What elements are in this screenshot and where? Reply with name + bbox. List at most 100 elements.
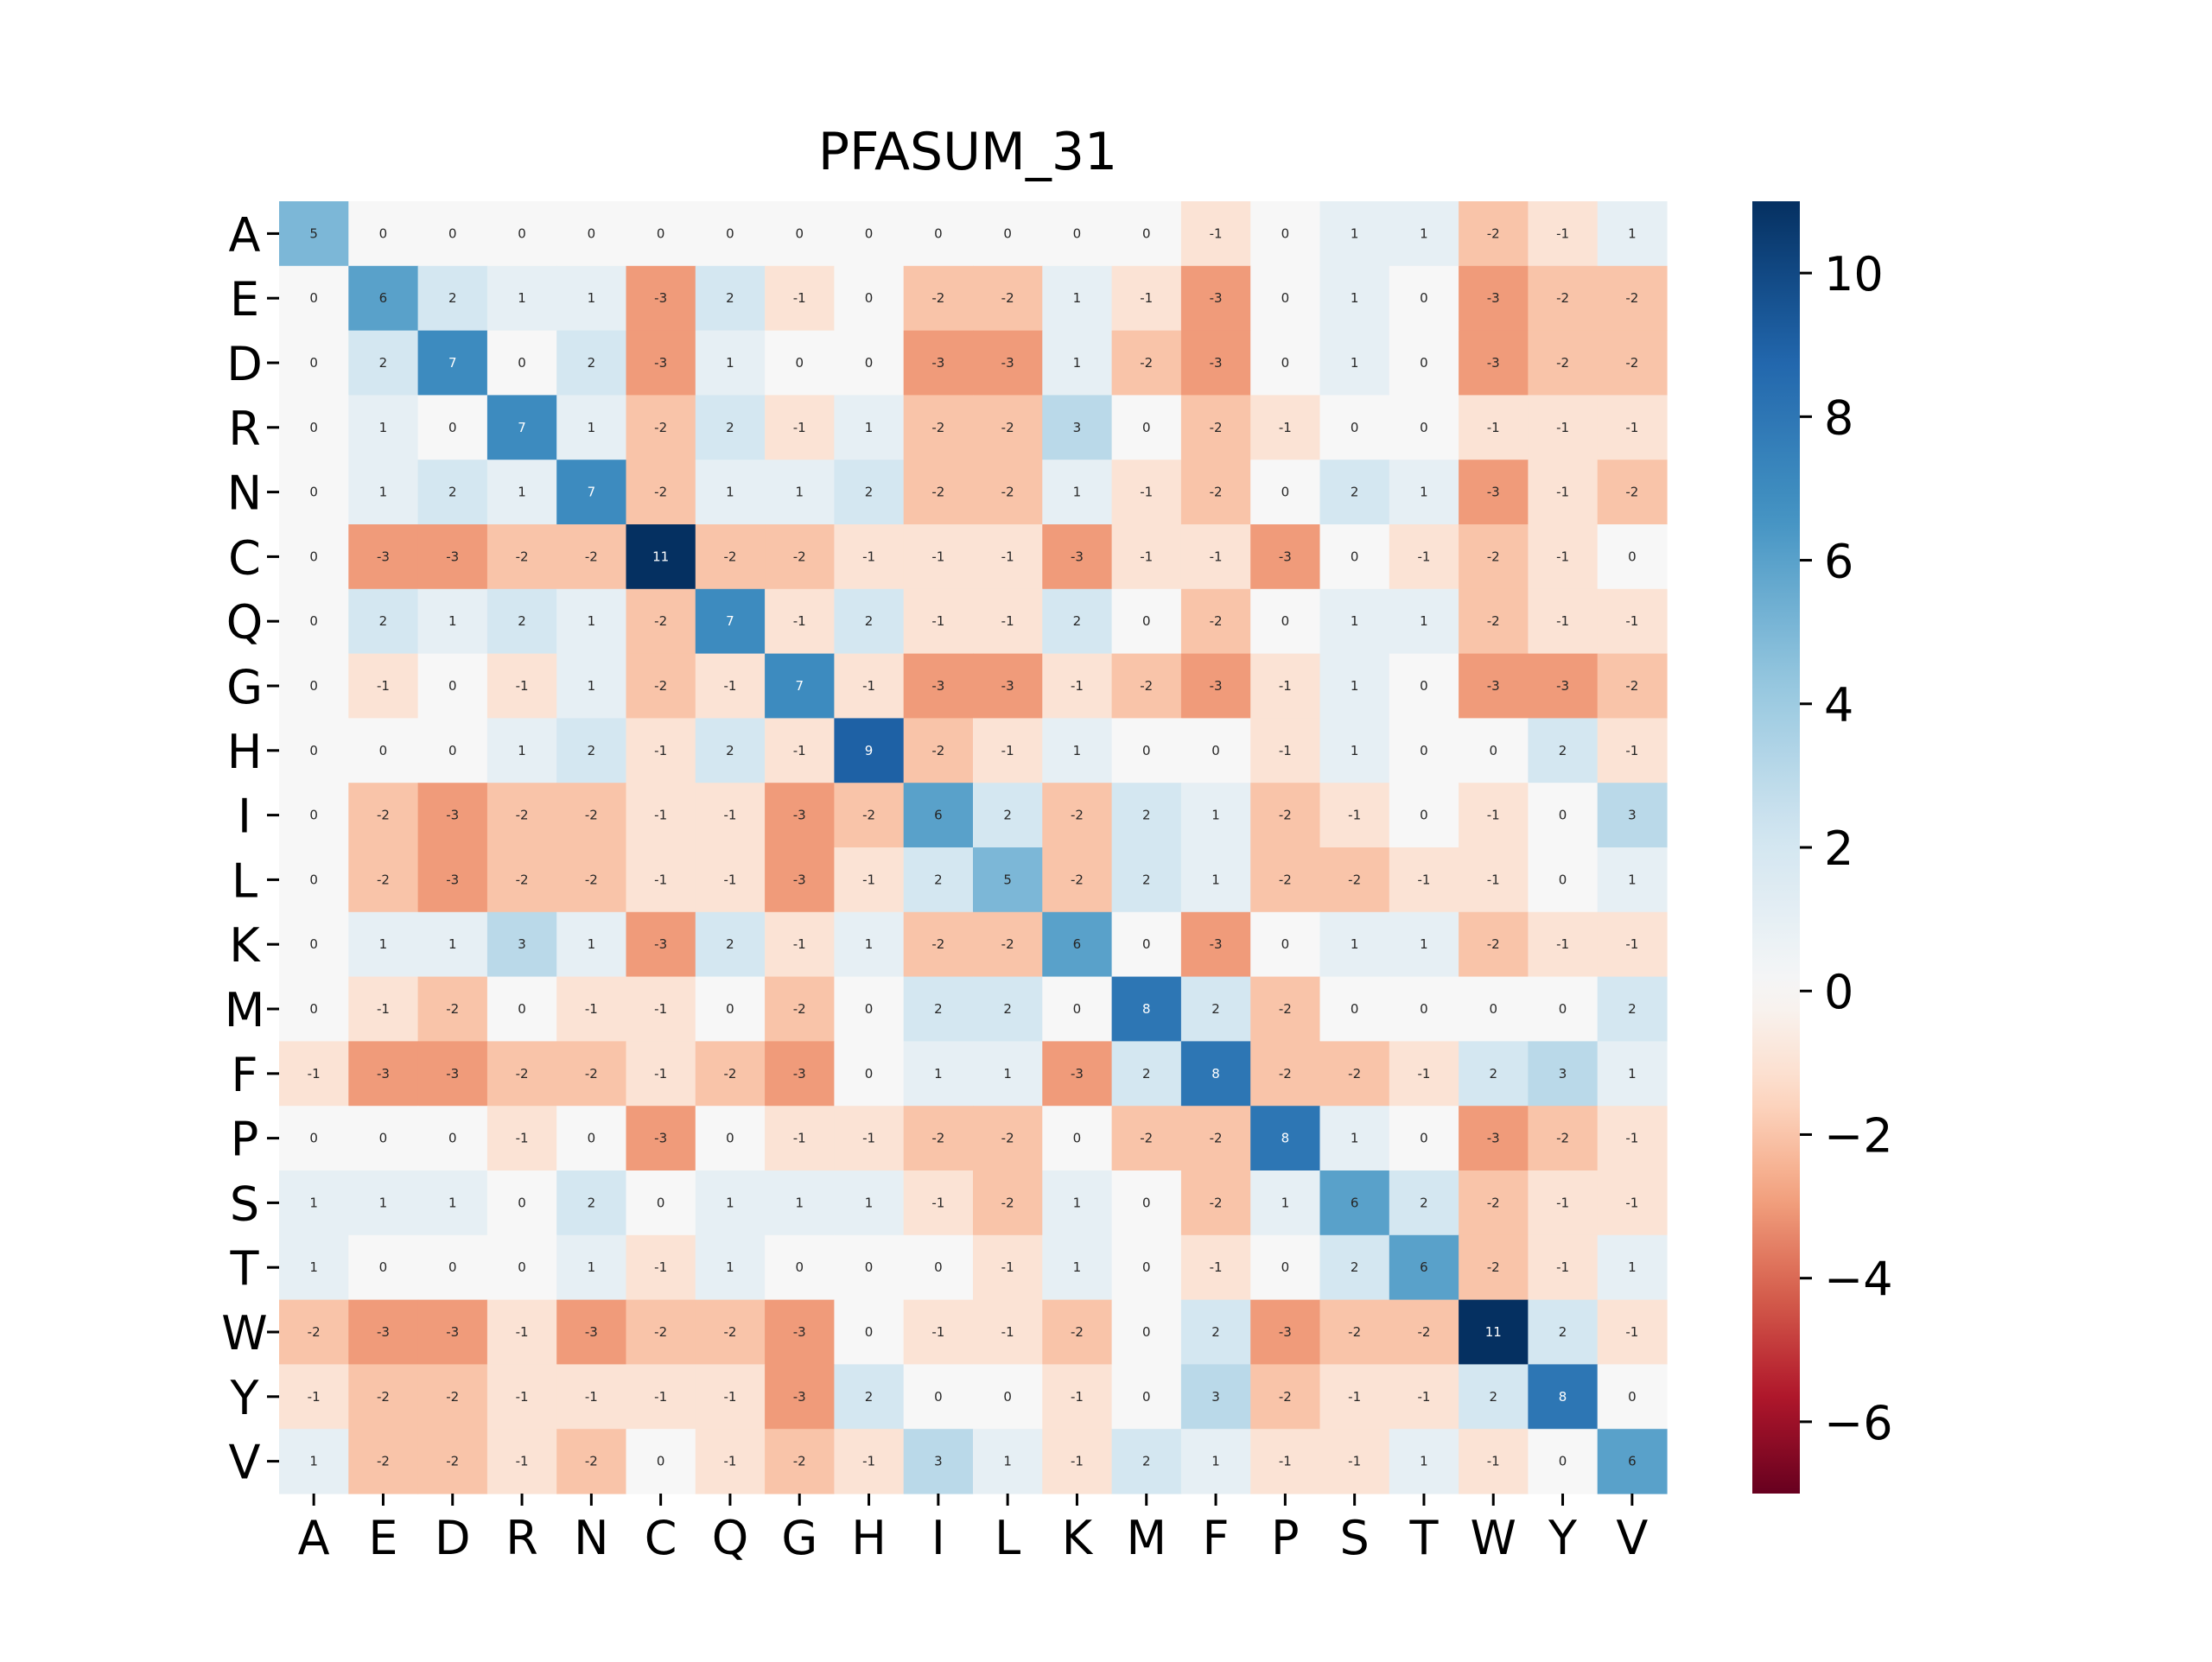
heatmap-cell-Y-Y <box>1528 1364 1599 1430</box>
heatmap-cell-P-P <box>1250 1106 1321 1171</box>
heatmap-cell-R-C <box>626 395 696 460</box>
heatmap-cell-K-S <box>1319 911 1390 978</box>
cell-label-E-H: 0 <box>865 290 874 306</box>
heatmap-cell-D-M <box>1111 330 1182 396</box>
y-tick-label-L: L <box>232 853 257 908</box>
heatmap-cell-D-W <box>1459 330 1529 396</box>
heatmap-cell-P-V <box>1597 1106 1668 1171</box>
heatmap-cell-R-S <box>1319 395 1390 460</box>
heatmap-cell-K-K <box>1042 911 1113 978</box>
cell-label-P-T: 0 <box>1420 1131 1428 1146</box>
heatmap-cell-T-Y <box>1528 1234 1599 1301</box>
cell-label-S-T: 2 <box>1420 1195 1428 1210</box>
colorbar-tick-label: 8 <box>1824 390 1853 445</box>
cell-label-S-G: 1 <box>795 1195 804 1210</box>
heatmap-cell-R-W <box>1459 395 1529 460</box>
cell-label-M-P: -2 <box>1279 1001 1292 1017</box>
cell-label-S-P: 1 <box>1281 1195 1290 1210</box>
heatmap-cell-D-R <box>486 330 557 396</box>
cell-label-V-G: -2 <box>793 1454 806 1469</box>
cell-label-E-L: -2 <box>1001 290 1014 306</box>
cell-label-I-H: -2 <box>862 808 875 823</box>
heatmap-cell-G-L <box>973 653 1043 719</box>
heatmap-cell-G-V <box>1597 653 1668 719</box>
cell-label-E-T: 0 <box>1420 290 1428 306</box>
cell-label-F-W: 2 <box>1489 1066 1497 1082</box>
heatmap-cell-H-Q <box>695 718 766 783</box>
heatmap-cell-A-V <box>1597 201 1668 267</box>
cell-label-E-Y: -2 <box>1556 290 1569 306</box>
cell-label-P-M: -2 <box>1140 1131 1153 1146</box>
cell-label-I-R: -2 <box>516 808 529 823</box>
heatmap-cell-D-G <box>765 330 835 396</box>
heatmap-cell-I-F <box>1180 783 1251 848</box>
cell-label-K-E: 1 <box>379 936 388 952</box>
cell-label-V-A: 1 <box>309 1454 318 1469</box>
heatmap-cell-F-G <box>765 1041 835 1107</box>
cell-label-E-S: 1 <box>1351 290 1359 306</box>
cell-label-N-G: 1 <box>795 485 804 500</box>
cell-label-Q-I: -1 <box>931 613 944 629</box>
cell-label-Q-T: 1 <box>1420 613 1428 629</box>
colorbar-tick-label: 4 <box>1824 678 1853 733</box>
cell-label-Y-Y: 8 <box>1559 1389 1567 1405</box>
heatmap-cell-D-V <box>1597 330 1668 396</box>
cell-label-D-I: -3 <box>931 355 944 371</box>
heatmap-cell-D-D <box>417 330 488 396</box>
cell-label-M-G: -2 <box>793 1001 806 1017</box>
heatmap-cell-C-T <box>1389 524 1459 590</box>
x-tick-label-I: I <box>931 1511 945 1565</box>
heatmap-cell-W-M <box>1111 1299 1182 1365</box>
cell-label-F-N: -2 <box>585 1066 598 1082</box>
colorbar-tick-label: −6 <box>1824 1396 1893 1450</box>
heatmap-cell-Y-D <box>417 1364 488 1430</box>
heatmap-cell-Q-N <box>556 588 627 655</box>
heatmap-cell-H-M <box>1111 718 1182 783</box>
cell-label-C-D: -3 <box>446 549 459 564</box>
x-tick-label-E: E <box>368 1511 397 1565</box>
cell-label-F-C: -1 <box>654 1066 667 1082</box>
heatmap-cell-Y-C <box>626 1364 696 1430</box>
cell-label-V-I: 3 <box>934 1454 943 1469</box>
cell-label-D-N: 2 <box>588 355 596 371</box>
heatmap-cell-D-E <box>348 330 419 396</box>
heatmap-cell-N-E <box>348 460 419 525</box>
heatmap-cell-K-V <box>1597 911 1668 978</box>
heatmap-cell-V-F <box>1180 1429 1251 1494</box>
heatmap-cell-K-Q <box>695 911 766 978</box>
heatmap-cell-N-K <box>1042 460 1113 525</box>
cell-label-Q-Q: 7 <box>726 613 734 629</box>
cell-label-T-V: 1 <box>1628 1259 1637 1275</box>
heatmap-cell-M-L <box>973 976 1043 1042</box>
cell-label-T-I: 0 <box>934 1259 943 1275</box>
heatmap-cell-N-D <box>417 460 488 525</box>
cell-label-K-R: 3 <box>518 936 526 952</box>
heatmap-cell-L-I <box>903 847 974 913</box>
cell-label-V-N: -2 <box>585 1454 598 1469</box>
heatmap-cell-A-L <box>973 201 1043 267</box>
y-tick-label-R: R <box>228 402 261 456</box>
cell-label-C-Y: -1 <box>1556 549 1569 564</box>
heatmap-cell-G-A <box>279 653 349 719</box>
cell-label-L-H: -1 <box>862 872 875 887</box>
heatmap-cell-L-D <box>417 847 488 913</box>
heatmap-cell-S-G <box>765 1170 835 1236</box>
cell-label-G-C: -2 <box>654 678 667 694</box>
heatmap-cell-Q-R <box>486 588 557 655</box>
heatmap-cell-G-P <box>1250 653 1321 719</box>
heatmap-cell-G-R <box>486 653 557 719</box>
cell-label-L-P: -2 <box>1279 872 1292 887</box>
heatmap-cell-P-Q <box>695 1106 766 1171</box>
cell-label-L-I: 2 <box>934 872 943 887</box>
y-tick-label-A: A <box>229 207 261 262</box>
cell-label-L-V: 1 <box>1628 872 1637 887</box>
cell-label-M-L: 2 <box>1003 1001 1012 1017</box>
x-tick-label-S: S <box>1340 1511 1370 1565</box>
heatmap-cell-W-S <box>1319 1299 1390 1365</box>
cell-label-N-D: 2 <box>448 485 457 500</box>
cell-label-S-V: -1 <box>1625 1195 1638 1210</box>
heatmap-cell-Q-I <box>903 588 974 655</box>
cell-label-P-P: 8 <box>1281 1131 1290 1146</box>
heatmap-cell-P-C <box>626 1106 696 1171</box>
cell-label-D-L: -3 <box>1001 355 1014 371</box>
